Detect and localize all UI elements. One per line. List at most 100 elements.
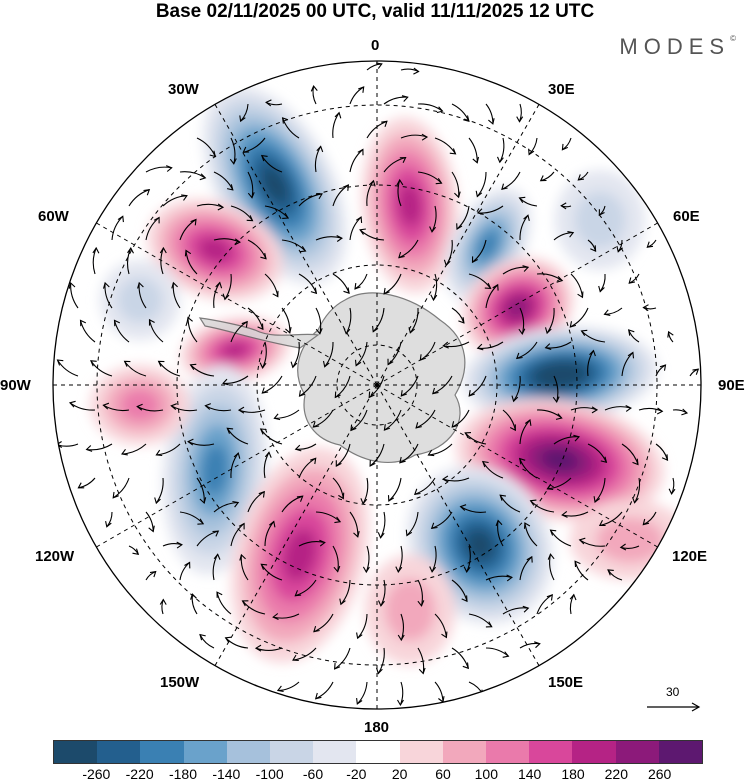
- wind-vector: [604, 405, 632, 412]
- wind-vector: [619, 543, 640, 551]
- wind-vector: [159, 246, 167, 275]
- wind-vector: [162, 541, 183, 549]
- wind-vector: [213, 500, 240, 513]
- wind-vector: [260, 154, 283, 173]
- anomaly-contour: [506, 297, 530, 319]
- wind-vector: [366, 179, 376, 207]
- wind-vector: [196, 137, 217, 158]
- wind-vector: [148, 318, 164, 343]
- wind-vector: [313, 613, 334, 633]
- colorbar-swatch: [356, 741, 400, 763]
- wind-vector: [171, 281, 181, 309]
- lon-label-30w: 30W: [168, 81, 199, 98]
- wind-vector: [272, 613, 300, 621]
- wind-vector: [216, 591, 232, 615]
- wind-vector: [112, 477, 130, 499]
- wind-vector: [184, 249, 198, 275]
- colorbar-tick-label: -220: [125, 766, 154, 782]
- meridian-line: [376, 384, 658, 548]
- wind-vector: [315, 307, 323, 335]
- wind-vector: [332, 184, 350, 207]
- wind-vector: [264, 520, 276, 547]
- wind-vector: [544, 341, 572, 351]
- wind-vector: [430, 273, 438, 302]
- wind-vector: [105, 511, 113, 528]
- wind-vector: [56, 359, 79, 377]
- wind-vector: [247, 171, 255, 199]
- wind-vector: [511, 375, 521, 403]
- wind-vector: [298, 539, 326, 547]
- anomaly-contour: [221, 341, 249, 359]
- colorbar-tick-label: -140: [212, 766, 241, 782]
- wind-vector: [519, 419, 532, 445]
- wind-vector: [360, 477, 369, 505]
- wind-vector: [400, 133, 429, 141]
- wind-vector: [356, 613, 368, 640]
- colorbar-tick-label: 60: [435, 766, 451, 782]
- wind-vector: [349, 86, 365, 105]
- colorbar-swatch: [658, 741, 703, 763]
- wind-vector: [471, 239, 487, 264]
- wind-vector: [518, 196, 538, 207]
- wind-vector: [383, 273, 402, 295]
- meridian-line: [96, 222, 378, 386]
- wind-vector: [159, 598, 167, 615]
- wind-vector: [377, 511, 386, 539]
- wind-vector: [587, 443, 608, 464]
- wind-vector: [434, 137, 457, 155]
- wind-vector: [170, 403, 198, 412]
- wind-vector: [369, 443, 385, 467]
- wind-vector: [276, 681, 300, 692]
- wind-vector: [519, 641, 541, 649]
- wind-vector: [314, 681, 334, 700]
- wind-vector: [552, 375, 560, 403]
- wind-vector: [356, 681, 368, 705]
- wind-vector: [638, 407, 664, 415]
- colorbar-swatch: [399, 741, 443, 763]
- colorbar-swatch: [97, 741, 141, 763]
- wind-vector: [516, 103, 524, 123]
- wind-vector: [570, 406, 599, 414]
- wind-vector: [451, 103, 470, 122]
- wind-vector: [298, 375, 317, 397]
- wind-vector: [468, 613, 493, 628]
- anomaly-contour: [544, 367, 576, 383]
- wind-vector: [442, 341, 470, 349]
- wind-vector: [366, 62, 383, 71]
- wind-vector: [463, 545, 471, 573]
- colorbar-swatch: [183, 741, 227, 763]
- wind-vector: [672, 408, 689, 416]
- wind-vector: [519, 214, 530, 241]
- wind-vector: [354, 273, 368, 290]
- lon-label-60e: 60E: [673, 208, 700, 225]
- wind-vector: [90, 360, 113, 377]
- wind-vector: [631, 477, 641, 504]
- wind-vector: [126, 247, 134, 275]
- antarctic-peninsula: [198, 317, 320, 349]
- colorbar-tick-label: 140: [517, 766, 542, 782]
- wind-vector: [468, 273, 492, 289]
- wind-vector: [468, 137, 480, 164]
- wind-vector: [314, 145, 324, 173]
- wind-vector: [536, 409, 563, 420]
- colorbar-tick-label: -20: [346, 766, 367, 782]
- wind-vector: [400, 67, 420, 75]
- lon-label-150w: 150W: [160, 674, 200, 691]
- wind-vector: [186, 316, 198, 343]
- lon-label-30e: 30E: [548, 81, 575, 98]
- wind-vector: [628, 329, 640, 343]
- wind-vector: [310, 85, 318, 105]
- wind-vector: [417, 103, 444, 114]
- wind-vector: [111, 215, 124, 241]
- wind-vector: [264, 273, 279, 298]
- wind-vector: [349, 511, 360, 538]
- wind-vector: [226, 427, 249, 445]
- meridian-line: [96, 384, 378, 548]
- wind-vector: [485, 574, 513, 582]
- wind-vector: [544, 307, 555, 335]
- wind-vector: [128, 189, 151, 207]
- colorbar-tick-label: 260: [647, 766, 672, 782]
- colorbar-tick-label: 20: [391, 766, 408, 782]
- wind-vector: [397, 613, 405, 642]
- wind-vector: [196, 203, 225, 211]
